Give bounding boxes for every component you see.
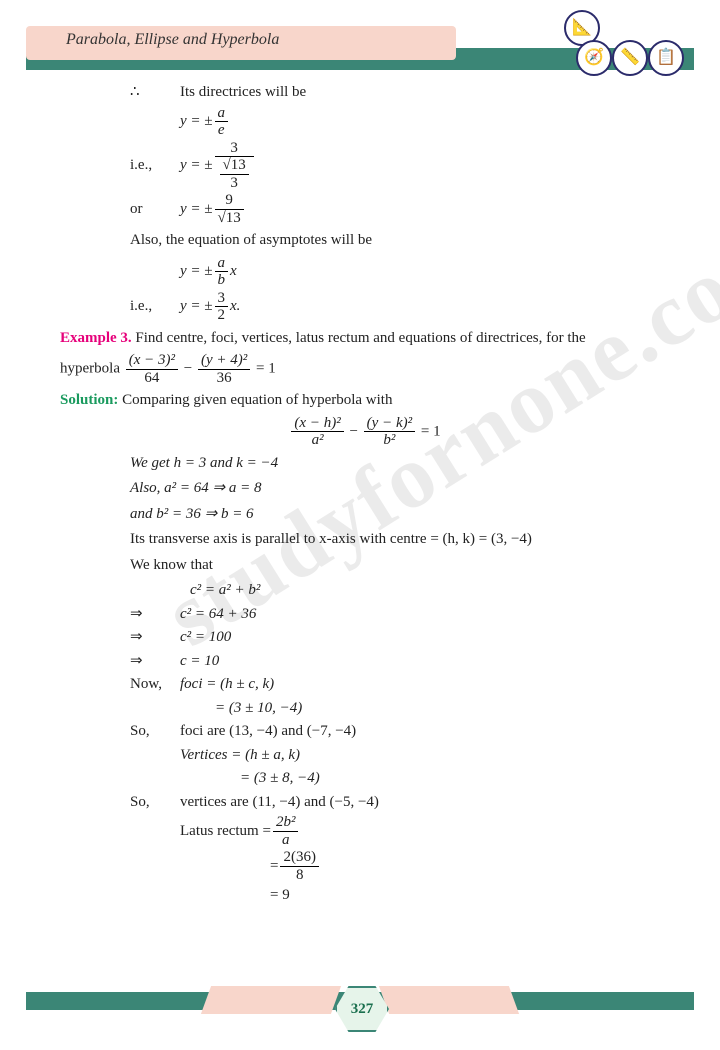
eq-directrix-general: y = ± ae <box>60 105 670 139</box>
clipboard-icon: 📋 <box>648 40 684 76</box>
sol-weknow: We know that <box>60 554 670 577</box>
eq-foci-sub: = (3 ± 10, −4) <box>60 697 670 720</box>
textbook-page: studyfornone.com Parabola, Ellipse and H… <box>0 0 720 1050</box>
ruler-icon: 📏 <box>612 40 648 76</box>
header-icons: 📐 🧭 📏 📋 <box>568 10 684 76</box>
chapter-title: Parabola, Ellipse and Hyperbola <box>66 31 279 49</box>
page-number-badge: 327 <box>335 986 385 1028</box>
example-label: Example 3. <box>60 330 132 346</box>
footer-pink-left <box>201 986 341 1014</box>
eq-vertices-sub: = (3 ± 8, −4) <box>60 767 670 790</box>
eq-foci-form: Now, foci = (h ± c, k) <box>60 673 670 696</box>
page-number: 327 <box>335 986 389 1032</box>
eq-directrix-ie: i.e., y = ± 3 √133 <box>60 140 670 192</box>
eq-latus-result: = 9 <box>60 884 670 907</box>
line-therefore: ∴ Its directrices will be <box>60 81 670 104</box>
solution-heading: Solution: Comparing given equation of hy… <box>60 389 670 412</box>
sol-hk: We get h = 3 and k = −4 <box>60 452 670 475</box>
eq-latus-sub: = 2(36)8 <box>60 849 670 883</box>
example-3-heading: Example 3. Find centre, foci, vertices, … <box>60 327 670 350</box>
eq-vertices-form: Vertices = (h ± a, k) <box>60 744 670 767</box>
eq-c-10: ⇒ c = 10 <box>60 650 670 673</box>
eq-c2-100: ⇒ c² = 100 <box>60 626 670 649</box>
sol-b2: and b² = 36 ⇒ b = 6 <box>60 503 670 526</box>
line-asymptotes-intro: Also, the equation of asymptotes will be <box>60 229 670 252</box>
eq-c2-sub: ⇒ c² = 64 + 36 <box>60 603 670 626</box>
sol-transverse: Its transverse axis is parallel to x-axi… <box>60 528 670 551</box>
eq-asymptote-ie: i.e., y = ± 32 x. <box>60 290 670 324</box>
eq-standard-form: (x − h)²a² − (y − k)²b² = 1 <box>60 415 670 449</box>
solution-label: Solution: <box>60 392 118 408</box>
eq-asymptote-general: y = ± ab x <box>60 255 670 289</box>
footer-pink-right <box>379 986 519 1014</box>
eq-directrix-or: or y = ± 9√13 <box>60 192 670 226</box>
example-hyperbola-eq: hyperbola (x − 3)²64 − (y + 4)²36 = 1 <box>60 352 670 386</box>
page-content: ∴ Its directrices will be y = ± ae i.e.,… <box>60 80 670 908</box>
sol-a2: Also, a² = 64 ⇒ a = 8 <box>60 477 670 500</box>
page-header: Parabola, Ellipse and Hyperbola 📐 🧭 📏 📋 <box>26 18 694 66</box>
eq-vertices-result: So, vertices are (11, −4) and (−5, −4) <box>60 791 670 814</box>
eq-foci-result: So, foci are (13, −4) and (−7, −4) <box>60 720 670 743</box>
eq-latus-form: Latus rectum = 2b²a <box>60 814 670 848</box>
compass-icon: 🧭 <box>576 40 612 76</box>
page-footer: 327 <box>26 986 694 1032</box>
eq-c2-formula: c² = a² + b² <box>60 579 670 602</box>
